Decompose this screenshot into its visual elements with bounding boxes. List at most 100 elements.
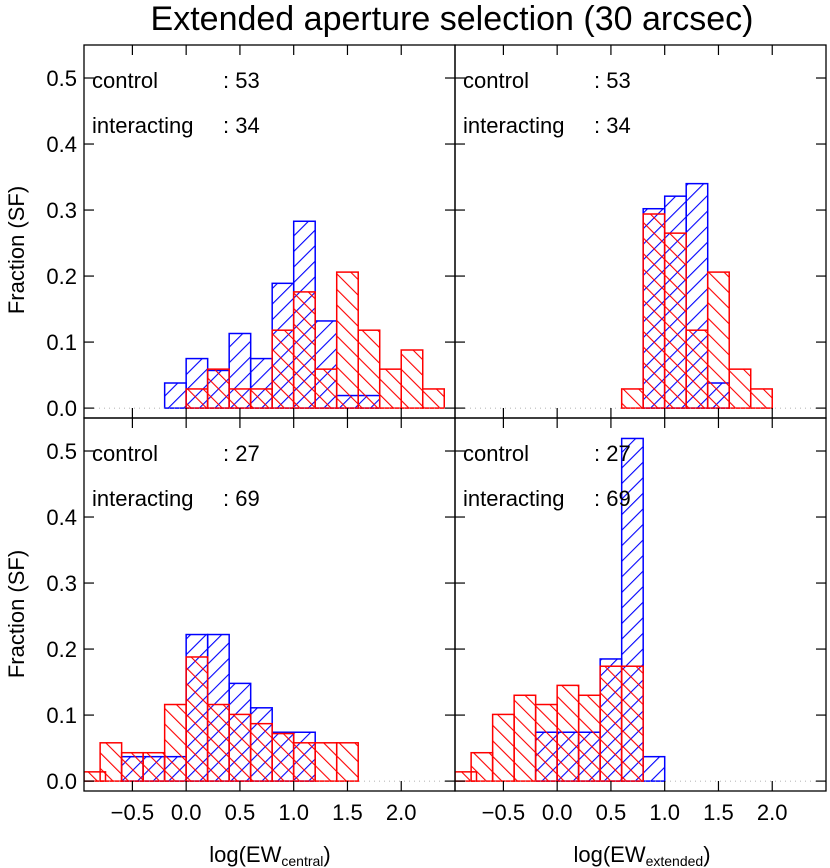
interacting-bar — [685, 329, 709, 409]
annotation-count: : 34 — [594, 113, 631, 138]
control-bar — [642, 755, 666, 782]
interacting-bar — [749, 388, 773, 409]
annotation-label: interacting — [463, 113, 565, 138]
annotation-count: : 69 — [594, 486, 631, 511]
x-axis-label-right-close: ) — [703, 842, 710, 867]
interacting-bar — [706, 271, 730, 409]
interacting-bar — [357, 329, 381, 409]
interacting-bar — [314, 742, 338, 782]
y-tick-label: 0.0 — [46, 396, 77, 421]
annotation-count: : 69 — [223, 486, 260, 511]
interacting-bar — [271, 732, 295, 782]
y-tick-label: 0.4 — [46, 505, 77, 530]
y-tick-label: 0.3 — [46, 198, 77, 223]
x-tick-label: 2.0 — [757, 800, 788, 825]
bars — [163, 220, 445, 409]
panel-frame — [454, 417, 827, 792]
x-tick-label: 0.5 — [596, 800, 627, 825]
annotation-label: control — [92, 68, 158, 93]
interacting-bar — [206, 703, 230, 782]
interacting-bar — [142, 751, 166, 782]
y-tick-label: 0.5 — [46, 439, 77, 464]
x-tick-label: 0.5 — [225, 800, 256, 825]
x-tick-label: 1.5 — [332, 800, 363, 825]
interacting-bar — [663, 232, 687, 409]
panel-bottom-left: 0.0 0.1 0.2 0.3 0.4 0.5 −0.5 0.0 0.5 1.0 1.5 2.0 con… — [46, 417, 456, 825]
x-tick-label: 0.0 — [171, 800, 202, 825]
panel-bottom-right: −0.5 0.0 0.5 1.0 1.5 2.0 control: 27 interactin… — [454, 417, 827, 825]
interacting-bar — [335, 742, 359, 782]
x-axis-label-right-sub: extended — [646, 853, 704, 868]
x-tick-label: 1.0 — [278, 800, 309, 825]
annotation-label: interacting — [92, 113, 194, 138]
x-axis-label-right-base: log(EW — [573, 842, 645, 867]
x-tick-label: −0.5 — [111, 800, 154, 825]
x-axis-label-left-sub: central — [281, 853, 323, 868]
annotation-label: control — [92, 441, 158, 466]
annotation-count: : 34 — [223, 113, 260, 138]
y-tick-label: 0.4 — [46, 132, 77, 157]
x-tick-label: 2.0 — [386, 800, 417, 825]
interacting-bar — [470, 751, 494, 782]
interacting-bar — [491, 713, 515, 782]
interacting-bar — [185, 656, 209, 782]
interacting-bar — [335, 271, 359, 409]
interacting-bar — [228, 388, 252, 409]
interacting-bar — [556, 684, 580, 782]
panel-top-left: 0.0 0.1 0.2 0.3 0.4 0.5 control: 53 interacting… — [46, 44, 456, 421]
interacting-bar — [400, 349, 424, 409]
interacting-bar — [378, 368, 402, 409]
x-axis-label-left-close: ) — [323, 842, 330, 867]
panel-top-right: control : 53 interacting : 34 — [454, 44, 827, 419]
annotation-label: interacting — [463, 486, 565, 511]
interacting-bar — [163, 703, 187, 782]
x-axis-label-left-base: log(EW — [209, 842, 281, 867]
interacting-bar — [642, 213, 666, 409]
interacting-bar — [513, 694, 537, 782]
interacting-bar — [206, 368, 230, 409]
y-tick-label: 0.1 — [46, 703, 77, 728]
annotation-count: : 53 — [594, 68, 631, 93]
y-tick-label: 0.2 — [46, 264, 77, 289]
interacting-bar — [185, 388, 209, 409]
interacting-bar — [249, 722, 273, 782]
annotation-label: control — [463, 441, 529, 466]
interacting-bar — [728, 368, 752, 409]
y-axis-label-bottom: Fraction (SF) — [4, 550, 29, 678]
annotation-label: interacting — [92, 486, 194, 511]
y-tick-label: 0.2 — [46, 637, 77, 662]
interacting-bar — [620, 388, 644, 409]
interacting-bar — [99, 742, 123, 782]
interacting-bar — [249, 388, 273, 409]
annotation-count: : 27 — [594, 441, 631, 466]
x-axis-label-right: log(EWextended) — [573, 842, 710, 868]
interacting-bar — [534, 703, 558, 782]
interacting-bar — [228, 713, 252, 782]
panel-frame — [454, 44, 827, 419]
x-tick-label: 0.0 — [542, 800, 573, 825]
y-tick-label: 0.3 — [46, 571, 77, 596]
control-bar — [163, 382, 187, 409]
interacting-bar — [599, 665, 623, 782]
bars — [620, 182, 773, 409]
interacting-bar — [577, 694, 601, 782]
y-tick-label: 0.5 — [46, 66, 77, 91]
interacting-bar — [620, 665, 644, 782]
interacting-bar — [421, 388, 445, 409]
annotation-count: : 53 — [223, 68, 260, 93]
bars — [84, 633, 359, 782]
annotation-count: : 27 — [223, 441, 260, 466]
x-tick-label: 1.5 — [703, 800, 734, 825]
x-axis-label-left: log(EWcentral) — [209, 842, 330, 868]
interacting-bar — [271, 329, 295, 409]
interacting-bar — [314, 368, 338, 409]
interacting-bar — [292, 742, 316, 782]
bars — [455, 437, 666, 782]
annotation-label: control — [463, 68, 529, 93]
x-tick-label: −0.5 — [482, 800, 525, 825]
interacting-bar — [292, 291, 316, 409]
y-axis-label-top: Fraction (SF) — [4, 186, 29, 314]
y-tick-label: 0.0 — [46, 769, 77, 794]
interacting-bar — [120, 751, 144, 782]
